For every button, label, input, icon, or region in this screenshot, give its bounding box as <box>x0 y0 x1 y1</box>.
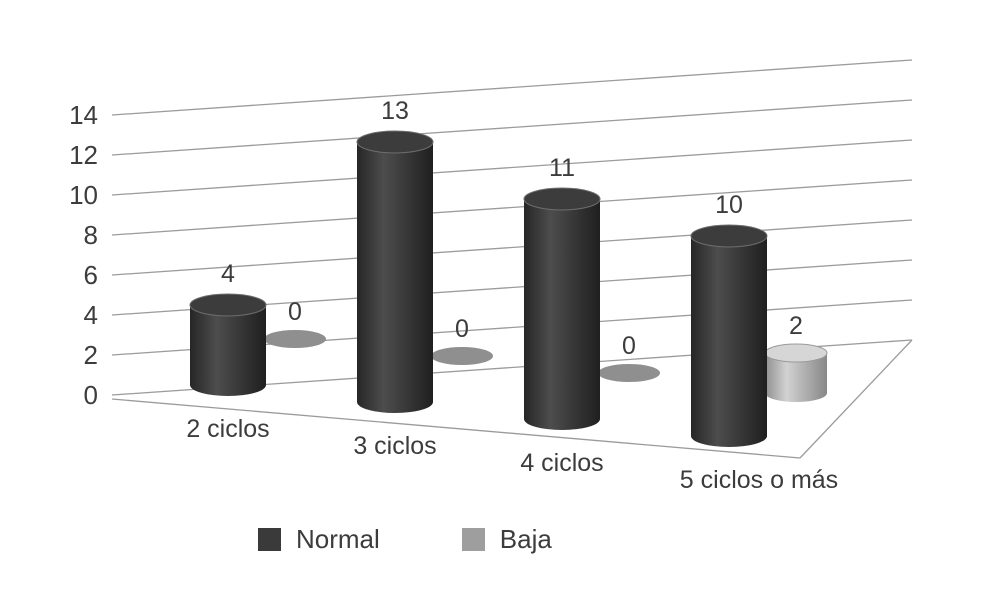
gridline-6 <box>111 219 913 276</box>
floor-right-edge <box>799 339 913 459</box>
floor-front-edge <box>111 398 801 459</box>
legend-label-normal: Normal <box>296 524 380 554</box>
y-tick-label-12: 12 <box>69 140 98 170</box>
legend-item-baja: Baja <box>461 524 552 555</box>
category-label-3: 5 ciclos o más <box>680 466 838 494</box>
y-tick-label-8: 8 <box>84 220 98 250</box>
y-tick-label-14: 14 <box>69 100 98 130</box>
cylinder-baja-body-3 <box>765 353 827 402</box>
value-label-normal-2: 11 <box>549 154 575 182</box>
gridline-12 <box>111 99 913 156</box>
value-label-baja-0: 0 <box>288 298 302 326</box>
cylinder-normal-body-1 <box>357 142 433 413</box>
legend-item-normal: Normal <box>258 524 380 555</box>
legend-label-baja: Baja <box>499 524 552 554</box>
category-label-1: 3 ciclos <box>353 432 436 460</box>
cylinder-baja-zero-0 <box>264 330 326 348</box>
y-tick-label-4: 4 <box>84 300 98 330</box>
cylinder-normal-body-2 <box>524 199 600 430</box>
legend-swatch-baja <box>461 528 485 551</box>
value-label-baja-3: 2 <box>789 312 803 340</box>
cylinder-baja-zero-1 <box>431 347 493 365</box>
category-label-2: 4 ciclos <box>520 449 603 477</box>
value-label-normal-3: 10 <box>715 191 743 219</box>
cylinder-normal-top-3 <box>690 224 768 248</box>
y-tick-label-6: 6 <box>84 260 98 290</box>
value-label-normal-0: 4 <box>221 260 235 288</box>
cylinder-normal-top-1 <box>356 130 434 154</box>
gridline-10 <box>111 139 913 196</box>
legend: Normal Baja <box>258 524 552 555</box>
cylinder-baja-zero-2 <box>598 364 660 382</box>
cylinder-normal-body-3 <box>691 236 767 447</box>
y-tick-label-0: 0 <box>84 380 98 410</box>
gridline-14 <box>111 59 913 116</box>
value-label-baja-2: 0 <box>622 332 636 360</box>
value-label-normal-1: 13 <box>381 97 409 125</box>
cylinder-normal-top-0 <box>189 293 267 317</box>
y-tick-label-2: 2 <box>84 340 98 370</box>
y-tick-label-10: 10 <box>69 180 98 210</box>
cylinder-normal-body-0 <box>190 305 266 396</box>
category-label-0: 2 ciclos <box>186 415 269 443</box>
cylinder-baja-top-3 <box>764 343 828 363</box>
value-label-baja-1: 0 <box>455 315 469 343</box>
cylinder-normal-top-2 <box>523 187 601 211</box>
legend-swatch-normal <box>258 528 281 551</box>
gridline-8 <box>111 179 913 236</box>
